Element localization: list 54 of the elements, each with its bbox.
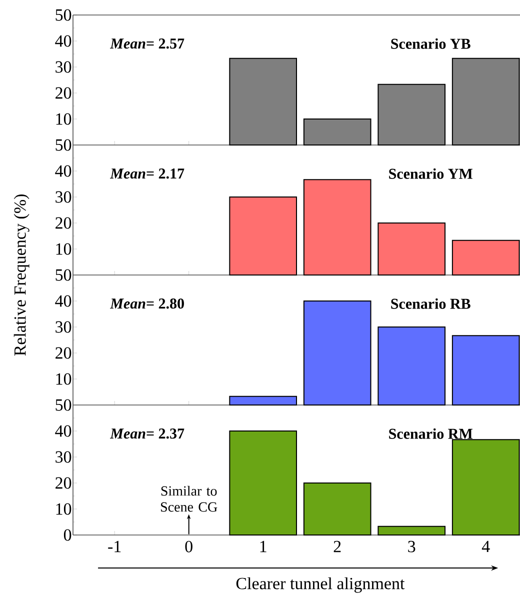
text: Scenario YB <box>391 38 470 49</box>
y-tick-label: 30 <box>56 321 72 333</box>
x-tick-label: 0 <box>185 540 192 552</box>
bar <box>452 335 520 406</box>
y-tick-label: 40 <box>55 165 72 177</box>
y-tick-label: 50 <box>56 139 72 151</box>
y-axis-title: Relative Frequency (%) <box>14 194 30 356</box>
y-tick-label: 20 <box>56 347 72 359</box>
y-tick-label: 50 <box>56 399 72 411</box>
bar <box>229 58 297 146</box>
y-tick-label: 40 <box>55 425 72 437</box>
bar <box>452 240 520 276</box>
y-tick-label: 20 <box>56 87 72 99</box>
y-tick-label: 30 <box>56 61 72 73</box>
text: Scenario YM <box>389 168 472 179</box>
y-tick-label: 10 <box>56 503 72 515</box>
annotation: Mean= 2.17 <box>110 168 184 179</box>
bar <box>378 326 446 406</box>
y-tick-label: 50 <box>56 9 72 21</box>
x-tick-label: 1 <box>260 540 266 552</box>
annotation: Mean= 2.80 <box>110 298 184 309</box>
text: Scenario RM <box>389 428 472 439</box>
y-tick-label: 40 <box>55 295 72 307</box>
bar <box>229 430 297 536</box>
bar <box>303 300 372 406</box>
y-tick-label: 50 <box>56 269 72 281</box>
bar <box>452 58 520 146</box>
x-axis-title: Clearer tunnel alignment <box>236 577 405 593</box>
y-tick-label: 20 <box>56 477 72 489</box>
bar <box>378 84 446 146</box>
bar <box>378 526 446 536</box>
annotation: Mean= 2.37 <box>110 428 184 439</box>
y-tick-label: 30 <box>56 191 72 203</box>
text: Scenario RB <box>391 298 470 309</box>
x-tick-label: 4 <box>482 540 490 552</box>
bar <box>229 196 297 276</box>
bar <box>378 222 446 276</box>
y-tick-label: 0 <box>64 529 72 541</box>
y-tick-label: 20 <box>56 217 72 229</box>
bar <box>229 396 297 406</box>
bar <box>452 439 520 536</box>
x-tick-label: 2 <box>334 540 341 552</box>
annotation: Similar to Scene CG <box>161 486 218 512</box>
y-tick-label: 10 <box>56 373 72 385</box>
x-tick-label: -1 <box>108 540 121 552</box>
x-tick-label: 3 <box>408 540 416 552</box>
y-tick-label: 30 <box>56 451 72 463</box>
y-tick-label: 40 <box>55 35 72 47</box>
bar <box>303 118 372 146</box>
bar <box>303 482 372 536</box>
annotation: Mean= 2.57 <box>110 38 184 49</box>
y-tick-label: 10 <box>56 113 72 125</box>
y-tick-label: 10 <box>56 243 72 255</box>
bar <box>303 179 372 276</box>
